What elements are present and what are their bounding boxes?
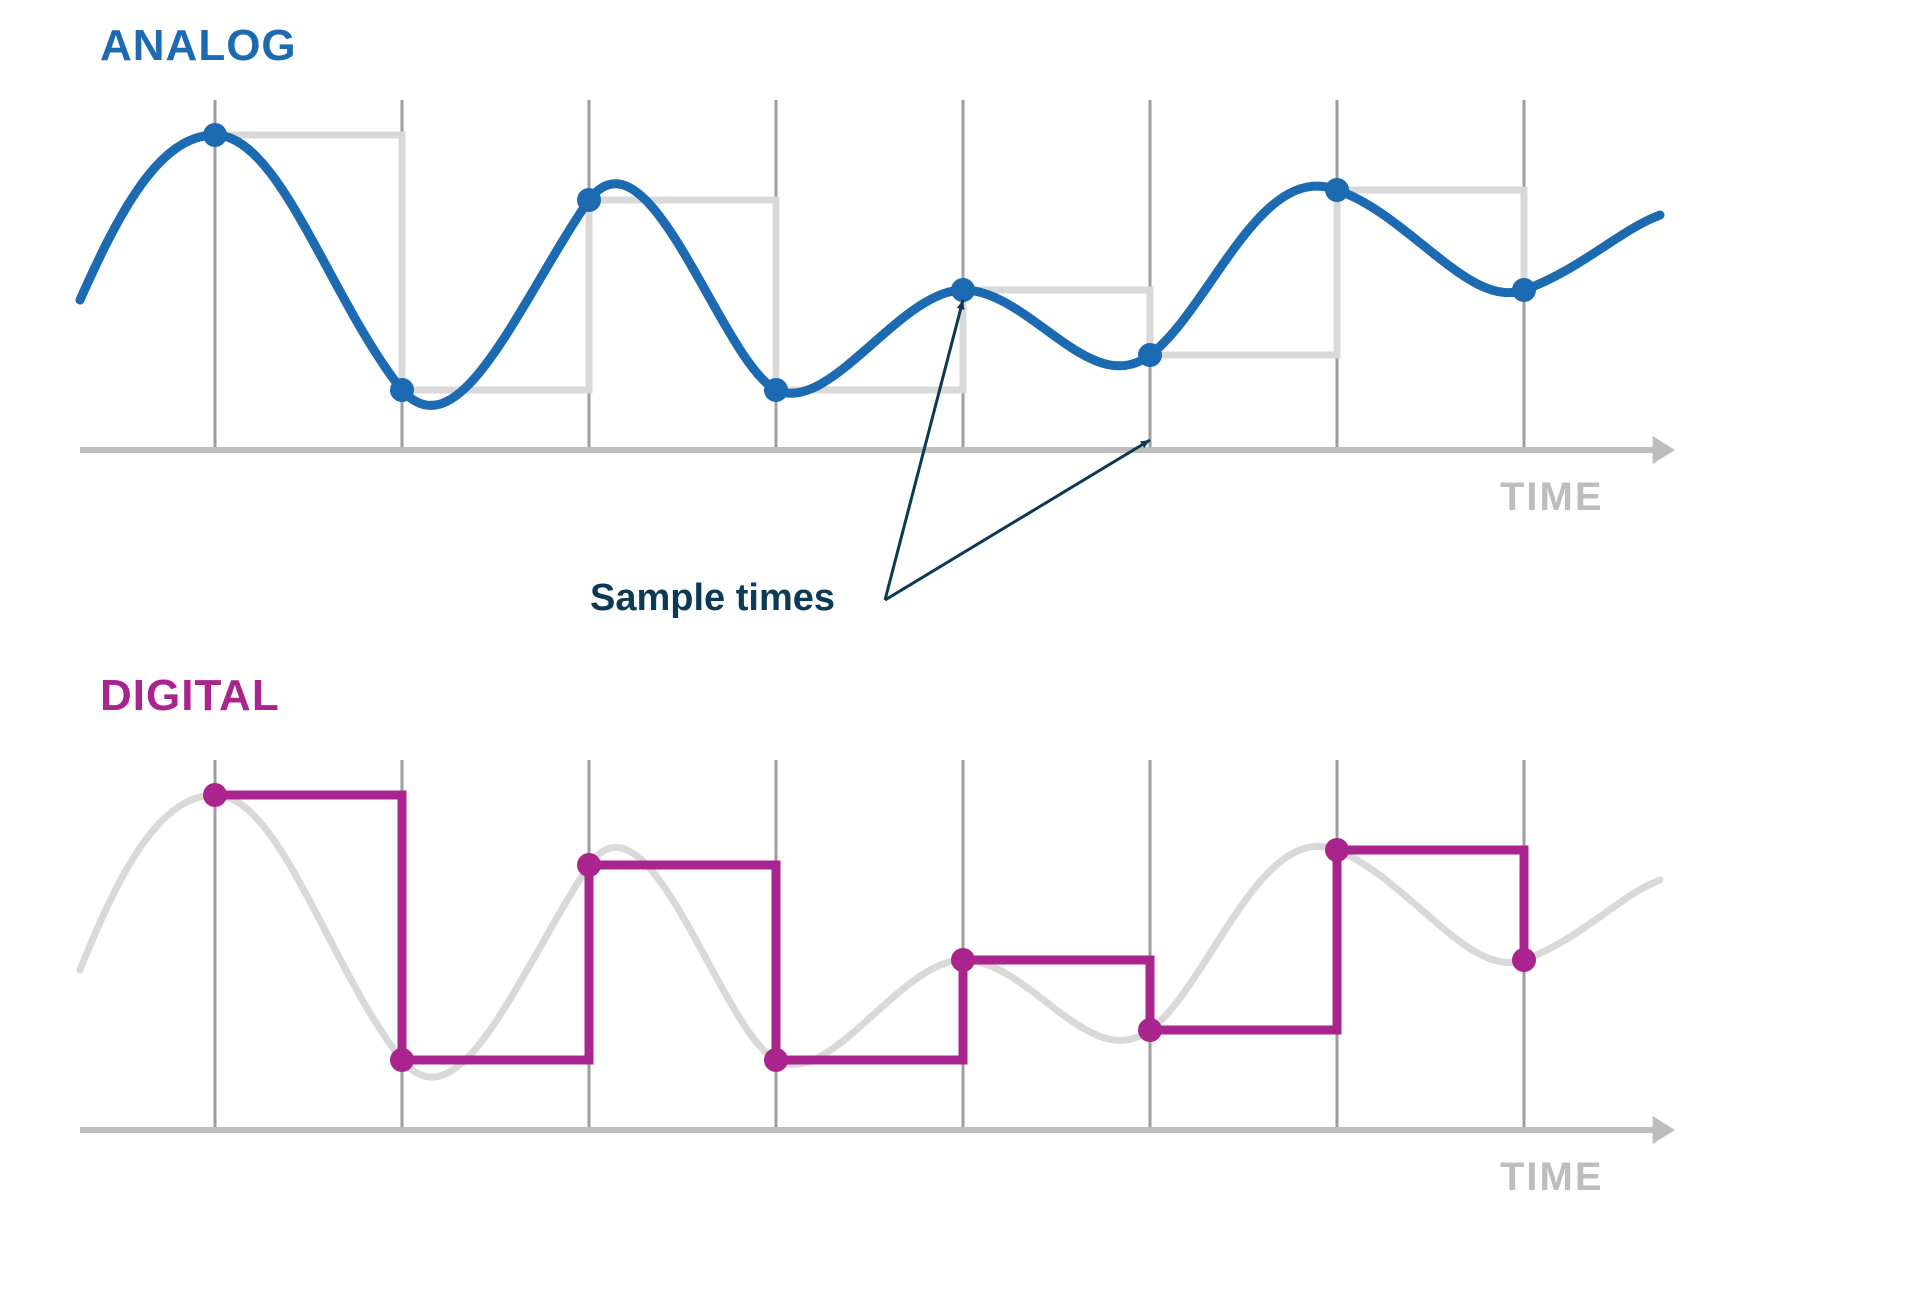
sample-point <box>1325 838 1349 862</box>
sample-point <box>951 278 975 302</box>
sample-point <box>764 1048 788 1072</box>
sample-point <box>577 188 601 212</box>
sample-point <box>1512 948 1536 972</box>
sample-point <box>577 853 601 877</box>
time-axis-label: TIME <box>1500 475 1604 519</box>
time-axis-label: TIME <box>1500 1155 1604 1199</box>
sample-point <box>390 378 414 402</box>
sample-point <box>1138 343 1162 367</box>
sample-point <box>951 948 975 972</box>
analog-title: ANALOG <box>100 21 297 70</box>
sample-point <box>1512 278 1536 302</box>
sample-point <box>203 123 227 147</box>
sample-point <box>1325 178 1349 202</box>
sample-point <box>764 378 788 402</box>
sample-point <box>203 783 227 807</box>
sample-point <box>1138 1018 1162 1042</box>
digital-title: DIGITAL <box>100 671 280 720</box>
sample-point <box>390 1048 414 1072</box>
sample-times-label: Sample times <box>590 577 835 619</box>
